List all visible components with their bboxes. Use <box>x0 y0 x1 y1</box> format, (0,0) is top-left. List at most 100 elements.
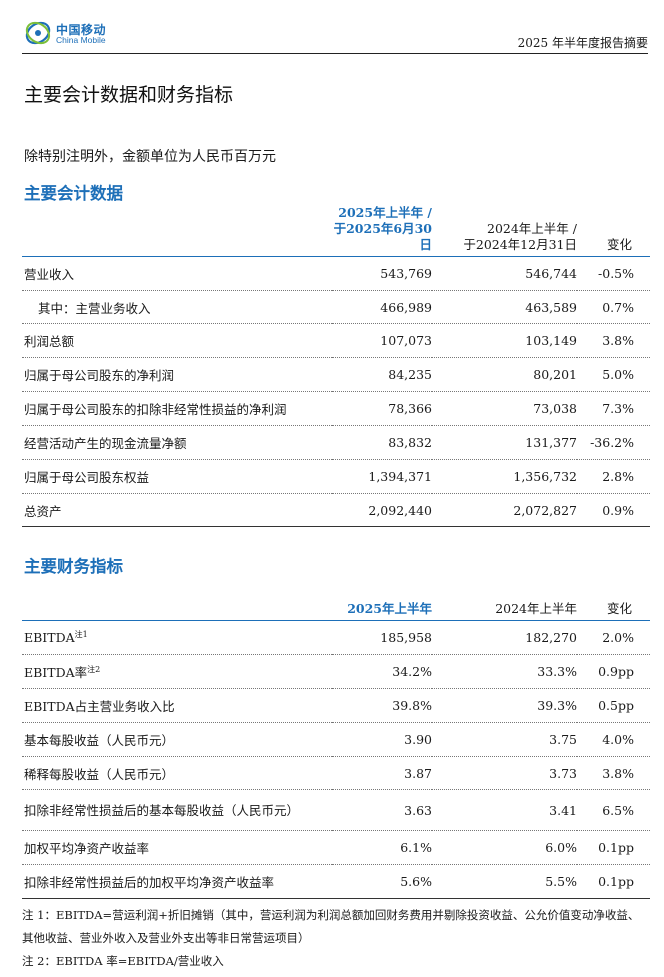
current-value: 6.1% <box>400 840 432 855</box>
previous-value: 5.5% <box>545 874 577 889</box>
change-value: 2.8% <box>602 469 634 484</box>
change-value: 7.3% <box>602 401 634 416</box>
indicators-table-header: 2025年上半年 2024年上半年 变化 <box>22 601 650 621</box>
previous-value: 131,377 <box>525 435 577 450</box>
financial-indicators-table: 2025年上半年 2024年上半年 变化 EBITDA注1 185,958 18… <box>22 601 650 899</box>
previous-value: 463,589 <box>525 299 577 315</box>
change-value: 0.9pp <box>598 664 634 679</box>
table-row: 稀释每股收益（人民币元） 3.87 3.73 3.8% <box>22 757 650 790</box>
row-label: 总资产 <box>24 503 62 519</box>
table-row: 归属于母公司股东的净利润 84,235 80,201 5.0% <box>22 358 650 392</box>
row-label: 扣除非经常性损益后的加权平均净资产收益率 <box>24 875 275 890</box>
change-value: 0.9% <box>602 502 634 518</box>
current-value: 39.8% <box>392 698 432 713</box>
current-value: 84,235 <box>388 367 432 382</box>
current-value: 3.87 <box>404 765 432 781</box>
footnote-ref: 注2 <box>87 664 101 674</box>
change-value: 0.7% <box>602 299 634 315</box>
row-label: 归属于母公司股东的扣除非经常性损益的净利润 <box>24 402 287 417</box>
table-row: EBITDA占主营业务收入比 39.8% 39.3% 0.5pp <box>22 689 650 723</box>
table-row: 基本每股收益（人民币元） 3.90 3.75 4.0% <box>22 723 650 757</box>
row-label: 营业收入 <box>24 267 75 282</box>
row-label: 经营活动产生的现金流量净额 <box>24 436 187 451</box>
current-value: 5.6% <box>400 874 432 889</box>
indicators-section-title: 主要财务指标 <box>24 557 123 576</box>
change-value: -0.5% <box>598 266 634 281</box>
indicators-header-current: 2025年上半年 <box>347 601 432 616</box>
accounting-section-title: 主要会计数据 <box>24 184 123 203</box>
row-label: 其中：主营业务收入 <box>38 300 151 316</box>
change-value: 5.0% <box>602 367 634 382</box>
previous-value: 2,072,827 <box>513 502 577 518</box>
table-row: 扣除非经常性损益后的加权平均净资产收益率 5.6% 5.5% 0.1pp <box>22 865 650 899</box>
china-mobile-logo-icon <box>25 21 51 45</box>
table-row: 总资产 2,092,440 2,072,827 0.9% <box>22 494 650 527</box>
current-value: 185,958 <box>380 630 432 645</box>
change-value: 2.0% <box>602 630 634 645</box>
row-label: EBITDA占主营业务收入比 <box>24 699 175 714</box>
previous-value: 3.75 <box>549 732 577 747</box>
previous-value: 3.41 <box>549 802 577 818</box>
current-value: 543,769 <box>380 266 432 281</box>
current-value: 3.90 <box>404 732 432 747</box>
table-row: 经营活动产生的现金流量净额 83,832 131,377 -36.2% <box>22 426 650 460</box>
previous-value: 182,270 <box>525 630 577 645</box>
table-row: 扣除非经常性损益后的基本每股收益（人民币元） 3.63 3.41 6.5% <box>22 790 650 831</box>
row-label: 扣除非经常性损益后的基本每股收益（人民币元） <box>24 802 300 818</box>
footnote-ref: 注1 <box>74 629 88 639</box>
footnote-2: 注 2：EBITDA 率=EBITDA/营业收入 <box>22 954 224 968</box>
change-value: 0.1pp <box>598 840 634 855</box>
change-value: 6.5% <box>602 802 634 818</box>
previous-value: 39.3% <box>537 698 577 713</box>
row-label: 基本每股收益（人民币元） <box>24 733 175 748</box>
change-value: 3.8% <box>602 765 634 781</box>
change-value: 0.1pp <box>598 874 634 889</box>
current-value: 78,366 <box>388 401 432 416</box>
indicators-header-change: 变化 <box>606 601 632 616</box>
table-row: 加权平均净资产收益率 6.1% 6.0% 0.1pp <box>22 831 650 865</box>
indicators-header-previous: 2024年上半年 <box>495 601 577 616</box>
logo-chinese-text: 中国移动 <box>56 23 107 37</box>
row-label: 稀释每股收益（人民币元） <box>24 766 175 782</box>
table-row: 利润总额 107,073 103,149 3.8% <box>22 324 650 358</box>
current-value: 466,989 <box>380 299 432 315</box>
accounting-header-change: 变化 <box>606 237 632 252</box>
table-row: 归属于母公司股东的扣除非经常性损益的净利润 78,366 73,038 7.3% <box>22 392 650 426</box>
accounting-header-previous: 2024年上半年 / 于2024年12月31日 <box>463 221 577 252</box>
previous-value: 3.73 <box>549 765 577 781</box>
row-label: 归属于母公司股东的净利润 <box>24 368 175 383</box>
change-value: 0.5pp <box>598 698 634 713</box>
accounting-table-header: 2025年上半年 / 于2025年6月30日 2024年上半年 / 于2024年… <box>22 205 650 257</box>
footnotes: 注 1：EBITDA=营运利润+折旧摊销（其中，营运利润为利润总额加回财务费用并… <box>22 904 650 973</box>
table-row: EBITDA率注2 34.2% 33.3% 0.9pp <box>22 655 650 689</box>
report-title: 2025 年半年度报告摘要 <box>517 36 648 50</box>
current-value: 3.63 <box>404 802 432 818</box>
page-header: 中国移动 China Mobile 2025 年半年度报告摘要 <box>22 14 648 54</box>
current-value: 34.2% <box>392 664 432 679</box>
row-label: 归属于母公司股东权益 <box>24 470 150 485</box>
change-value: 4.0% <box>602 732 634 747</box>
previous-value: 546,744 <box>525 266 577 281</box>
footnote-1: 注 1：EBITDA=营运利润+折旧摊销（其中，营运利润为利润总额加回财务费用并… <box>22 908 640 945</box>
change-value: 3.8% <box>602 333 634 348</box>
previous-value: 6.0% <box>545 840 577 855</box>
row-label: 利润总额 <box>24 334 75 349</box>
row-label: EBITDA注1 <box>24 629 88 645</box>
unit-note: 除特别注明外，金额单位为人民币百万元 <box>24 149 276 165</box>
accounting-data-table: 2025年上半年 / 于2025年6月30日 2024年上半年 / 于2024年… <box>22 205 650 527</box>
table-row: EBITDA注1 185,958 182,270 2.0% <box>22 621 650 655</box>
logo-english-text: China Mobile <box>56 35 106 45</box>
table-row: 其中：主营业务收入 466,989 463,589 0.7% <box>22 291 650 324</box>
previous-value: 73,038 <box>533 401 577 416</box>
page-title: 主要会计数据和财务指标 <box>24 84 234 106</box>
current-value: 107,073 <box>380 333 432 348</box>
table-row: 营业收入 543,769 546,744 -0.5% <box>22 257 650 291</box>
row-label: EBITDA率注2 <box>24 664 101 680</box>
current-value: 2,092,440 <box>368 502 432 518</box>
previous-value: 33.3% <box>537 664 577 679</box>
previous-value: 103,149 <box>525 333 577 348</box>
current-value: 83,832 <box>388 435 432 450</box>
previous-value: 1,356,732 <box>513 469 577 484</box>
accounting-header-current: 2025年上半年 / 于2025年6月30日 <box>333 205 432 252</box>
previous-value: 80,201 <box>533 367 577 382</box>
